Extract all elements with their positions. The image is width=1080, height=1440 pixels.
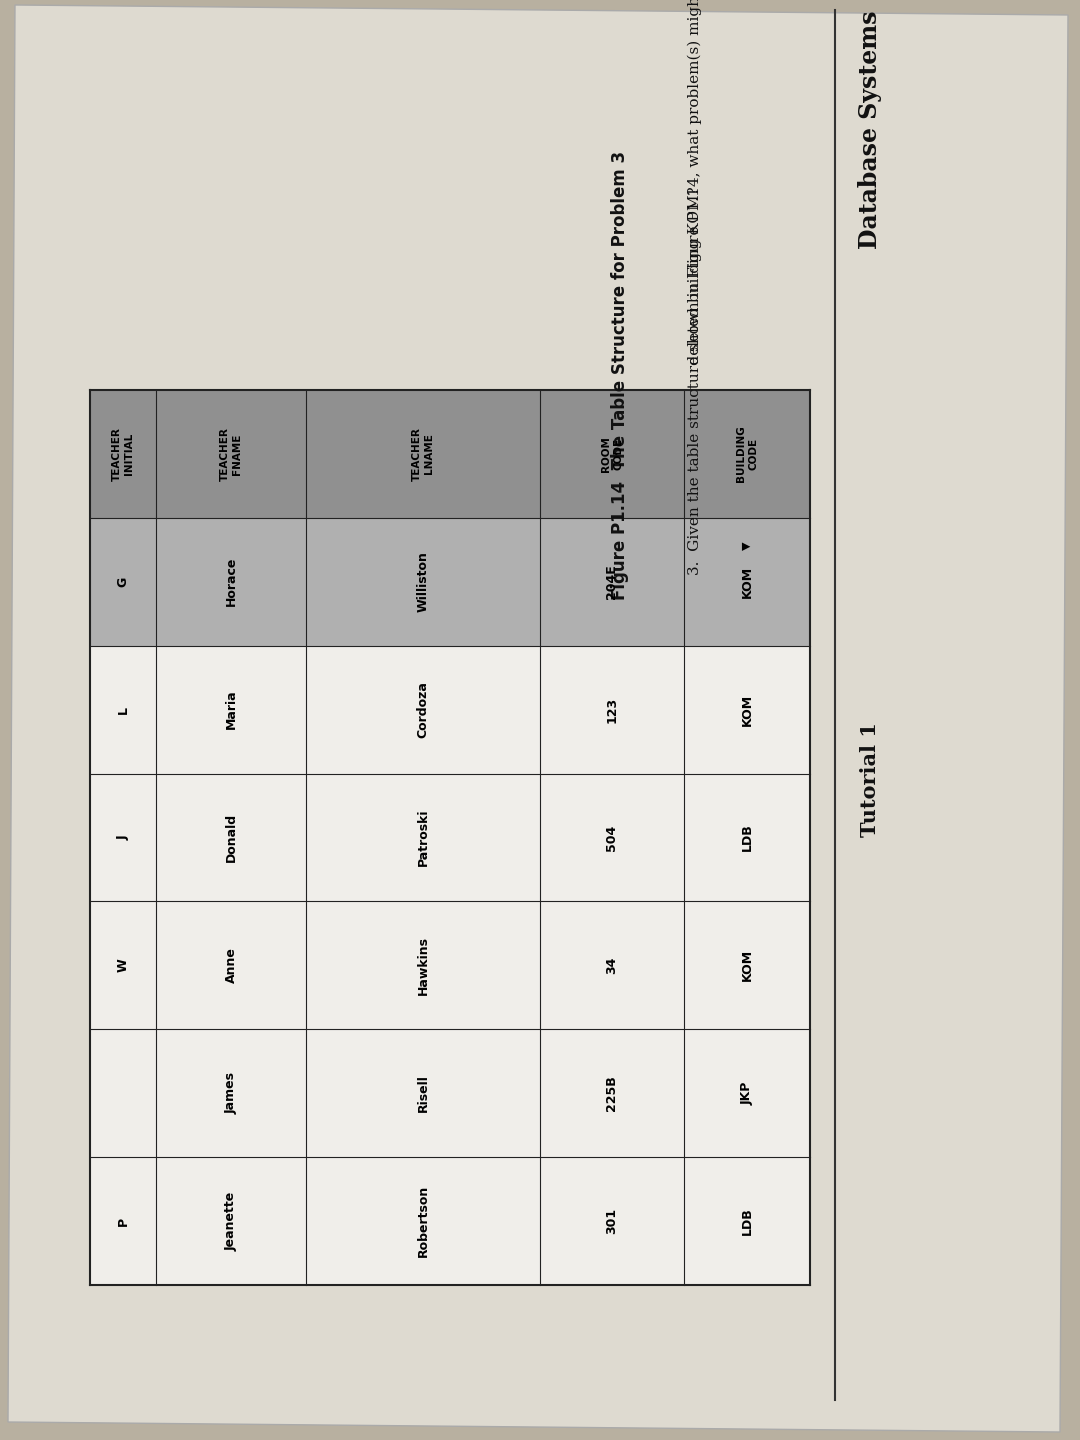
Text: Horace: Horace xyxy=(225,557,238,606)
Text: ▼: ▼ xyxy=(742,541,752,550)
Text: 225B: 225B xyxy=(606,1076,619,1112)
Text: J: J xyxy=(117,835,130,840)
Polygon shape xyxy=(90,518,810,645)
Text: P: P xyxy=(117,1217,130,1225)
Text: Figure P1.14  The Table Structure for Problem 3: Figure P1.14 The Table Structure for Pro… xyxy=(611,150,629,599)
Text: LDB: LDB xyxy=(741,824,754,851)
Text: TEACHER
LNAME: TEACHER LNAME xyxy=(411,428,434,481)
Text: Williston: Williston xyxy=(417,552,430,612)
Text: W: W xyxy=(117,959,130,972)
Text: Database Systems: Database Systems xyxy=(858,10,882,249)
Text: 34: 34 xyxy=(606,956,619,973)
Polygon shape xyxy=(90,645,810,773)
Text: 123: 123 xyxy=(606,697,619,723)
Text: Risell: Risell xyxy=(417,1074,430,1112)
Polygon shape xyxy=(8,4,1068,1431)
Polygon shape xyxy=(90,390,810,518)
Text: Tutorial 1: Tutorial 1 xyxy=(860,723,880,838)
Text: Maria: Maria xyxy=(225,690,238,730)
Text: G: G xyxy=(117,576,130,588)
Text: Donald: Donald xyxy=(225,814,238,863)
Text: KOM: KOM xyxy=(741,694,754,726)
Text: TEACHER
INITIAL: TEACHER INITIAL xyxy=(112,428,134,481)
Polygon shape xyxy=(90,1158,810,1284)
Text: deleted building KOM?: deleted building KOM? xyxy=(688,186,702,384)
Text: 3.  Given the table structure shown in Figure P1.14, what problem(s) might you e: 3. Given the table structure shown in Fi… xyxy=(688,0,702,575)
Polygon shape xyxy=(90,773,810,901)
Polygon shape xyxy=(90,1030,810,1158)
Text: 204E: 204E xyxy=(606,564,619,599)
Text: James: James xyxy=(225,1073,238,1115)
Text: ROOM
CODE: ROOM CODE xyxy=(600,436,623,472)
Text: JKP: JKP xyxy=(741,1081,754,1104)
Text: KOM: KOM xyxy=(741,949,754,982)
Text: KOM: KOM xyxy=(741,566,754,598)
Polygon shape xyxy=(90,901,810,1030)
Text: Patroski: Patroski xyxy=(417,809,430,867)
Text: 504: 504 xyxy=(606,824,619,851)
Text: Hawkins: Hawkins xyxy=(417,936,430,995)
Text: Jeanette: Jeanette xyxy=(225,1191,238,1251)
Text: L: L xyxy=(117,706,130,714)
Text: Robertson: Robertson xyxy=(417,1185,430,1257)
Text: Anne: Anne xyxy=(225,948,238,984)
Text: Cordoza: Cordoza xyxy=(417,681,430,739)
Text: TEACHER
FNAME: TEACHER FNAME xyxy=(220,428,242,481)
Text: BUILDING
CODE: BUILDING CODE xyxy=(735,426,758,482)
Text: 301: 301 xyxy=(606,1208,619,1234)
Text: LDB: LDB xyxy=(741,1207,754,1236)
